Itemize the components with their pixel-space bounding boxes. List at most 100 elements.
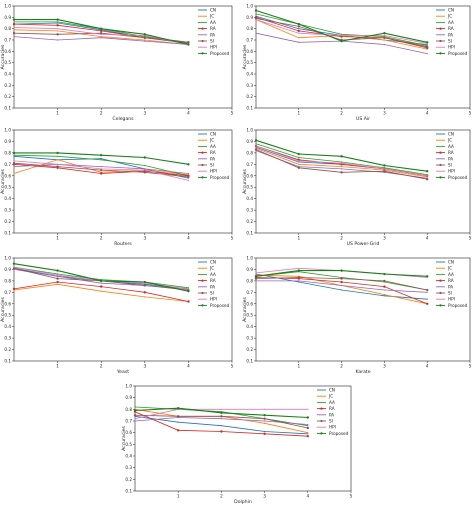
y-tick-label: 0.9 [246,267,253,272]
x-tick-label: 2 [340,236,343,241]
data-point [383,164,386,167]
data-point [187,41,190,44]
x-tick-label: 5 [469,111,472,116]
x-tick-label: 3 [383,111,386,116]
data-point [263,417,266,420]
y-tick-label: 0.2 [246,347,253,352]
x-tick-label: 2 [100,236,103,241]
y-tick-label: 0.4 [4,196,11,201]
data-point [383,295,385,297]
data-point [144,296,146,298]
data-point [56,151,59,155]
data-point [297,29,300,33]
data-point [13,36,15,38]
data-point [263,413,266,417]
data-point [56,280,59,284]
series-hpi [13,160,189,181]
chart-panel-6: 0.1 0.2 0.3 0.4 0.5 0.6 0.7 0.8 0.9 1.0 1 2 3 4 5 Karat… [242,256,472,376]
legend-marker [201,163,204,167]
data-point [307,433,309,435]
y-tick-label: 0.5 [246,313,253,318]
data-point [100,285,103,288]
y-tick-label: 0.9 [4,139,11,144]
y-tick-label: 0.8 [246,26,253,31]
data-point [100,159,102,161]
data-point [220,425,222,427]
data-point [264,420,266,422]
data-point [57,28,59,30]
data-point [255,272,257,274]
y-tick-label: 0.3 [125,465,132,470]
data-point [187,179,189,181]
legend-label-cn: CN [448,8,454,13]
data-point [298,281,300,283]
data-point [298,280,300,282]
data-point [254,139,258,142]
data-point [13,154,15,156]
series-si [254,276,429,292]
data-point [187,289,190,293]
data-point [57,273,59,275]
data-point [100,279,103,283]
x-tick-label: 5 [231,111,234,116]
legend-label-ra: RA [448,26,454,31]
legend-label-ra: RA [329,406,335,411]
data-point [340,39,343,43]
series-si [133,413,309,430]
data-point [307,425,309,427]
data-point [177,421,179,423]
legend-label-cn: CN [329,388,335,393]
y-tick-label: 0.5 [4,60,11,65]
x-tick-label: 4 [187,364,190,369]
data-point [56,269,59,272]
data-point [426,45,429,48]
data-point [100,290,102,292]
y-tick-label: 0.6 [246,173,253,178]
data-point [187,163,190,166]
x-tick-label: 3 [143,364,146,369]
data-point [12,18,16,21]
y-tick-label: 0.6 [246,49,253,54]
plot-frame [255,5,471,109]
legend-label-proposed: Proposed [210,303,230,308]
data-point [133,409,137,412]
legend-label-si: SI [448,163,452,168]
data-point [13,166,15,168]
data-point [298,32,300,34]
data-point [100,282,102,284]
data-point [177,406,180,410]
y-tick-label: 0.9 [4,267,11,272]
data-point [220,408,222,410]
data-point [12,161,16,165]
y-tick-label: 0.9 [4,15,11,20]
legend-label-si: SI [329,419,333,424]
x-tick-label: 4 [426,236,429,241]
data-point [177,429,180,432]
data-point [341,166,343,168]
data-point [13,26,15,29]
x-tick-label: 2 [220,494,223,499]
data-point [143,280,146,284]
data-point [100,32,103,35]
data-point [298,41,300,43]
legend-label-jc: JC [328,394,333,399]
y-tick-label: 0.4 [4,324,11,329]
legend-label-proposed: Proposed [329,431,349,436]
legend-label-proposed: Proposed [210,51,230,56]
x-tick-label: 5 [469,236,472,241]
data-point [341,161,343,163]
y-tick-label: 0.7 [246,38,253,43]
x-tick-label: 3 [143,236,146,241]
y-tick-label: 0.5 [246,185,253,190]
y-tick-label: 0.3 [246,336,253,341]
legend-label-hpi: HPI [210,169,217,174]
series-jc [13,283,189,303]
x-tick-label: 2 [340,364,343,369]
legend-marker [320,432,323,435]
data-point [306,426,309,430]
legend-label-ra: RA [448,278,454,283]
data-point [220,415,223,418]
chart-panel-2: 0.1 0.2 0.3 0.4 0.5 0.6 0.7 0.8 0.9 1.0 1 2 3 4 5 US Ai… [242,4,472,123]
plot-frame [134,385,352,492]
